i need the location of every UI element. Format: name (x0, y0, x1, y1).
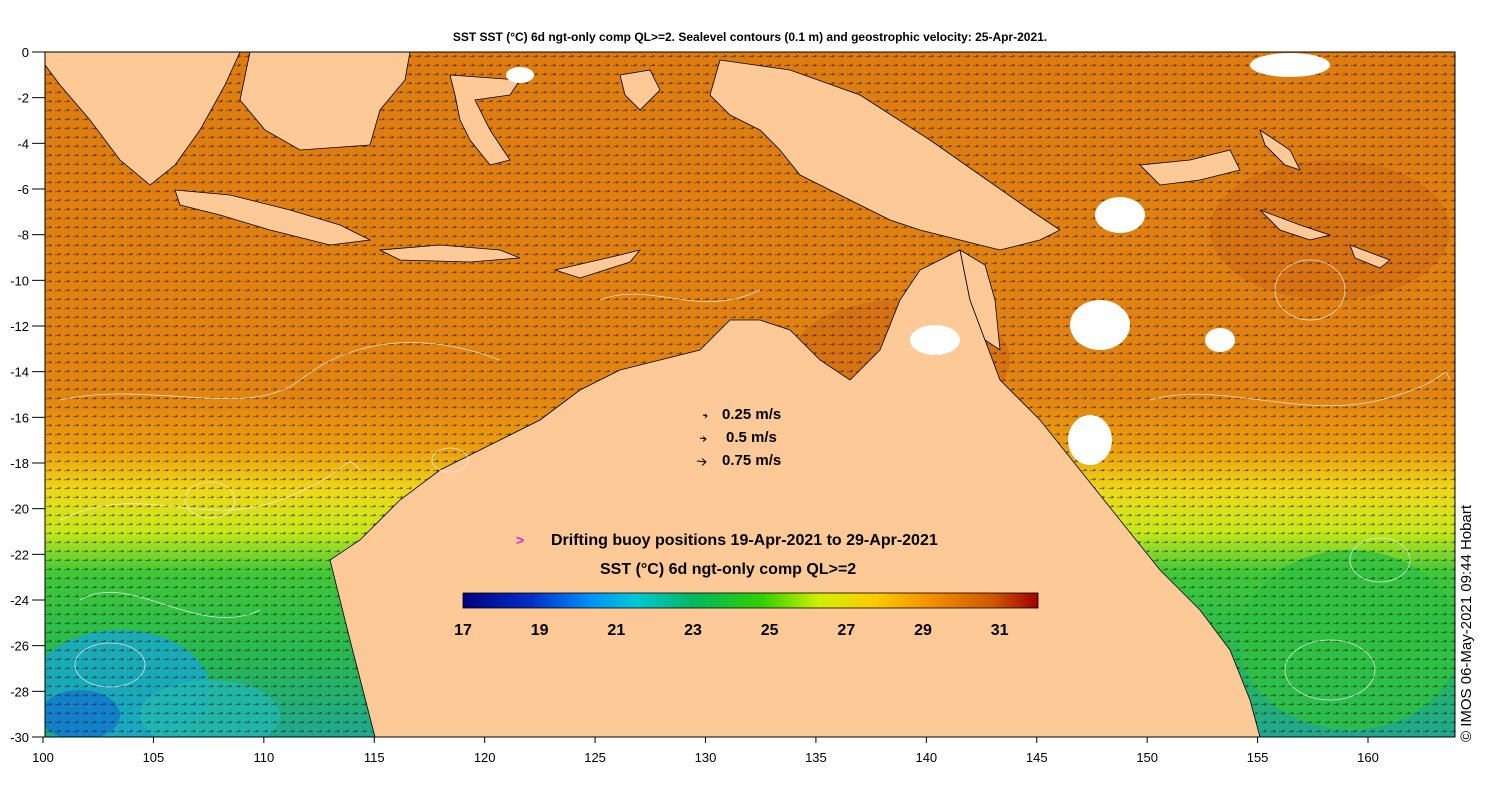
y-tick-label: 0 (22, 45, 29, 60)
y-tick-label: -20 (10, 502, 29, 517)
colorbar-tick-label: 27 (837, 622, 855, 639)
x-tick-label: 110 (253, 750, 274, 765)
flores-land (378, 244, 521, 263)
velocity-label-0-5: 0.5 m/s (726, 429, 777, 446)
x-tick-label: 150 (1136, 750, 1158, 765)
y-tick-label: -6 (17, 182, 29, 197)
new-guinea-land (709, 59, 1061, 251)
velocity-arrow-0-25 (702, 413, 708, 419)
y-tick-label: -10 (10, 273, 29, 288)
y-tick-label: -18 (10, 456, 29, 471)
sulawesi-land (449, 74, 521, 166)
halmahera-land (619, 69, 661, 111)
colorbar-tick-label: 23 (684, 622, 702, 639)
colorbar-tick-label: 25 (761, 622, 779, 639)
solomon-islands-land (1349, 244, 1391, 269)
australia-land (329, 249, 1261, 737)
colorbar-title: SST (°C) 6d ngt-only comp QL>=2 (600, 561, 857, 578)
colorbar-tick-label: 19 (531, 622, 549, 639)
y-tick-label: -26 (10, 639, 29, 654)
x-tick-label: 130 (695, 750, 717, 765)
cape-york-land (959, 249, 1001, 351)
map-plot-area (45, 52, 1455, 737)
x-tick-label: 145 (1026, 750, 1048, 765)
x-tick-label: 155 (1247, 750, 1269, 765)
x-axis: 100 105 110 115 120 125 130 135 140 145 150 155 160 (32, 737, 1379, 765)
x-tick-label: 105 (143, 750, 165, 765)
borneo-land (239, 52, 411, 151)
velocity-arrow-0-5 (699, 436, 707, 442)
colorbar-tick-label: 21 (607, 622, 625, 639)
buoy-legend-label: Drifting buoy positions 19-Apr-2021 to 2… (551, 532, 938, 549)
map-title: SST SST (°C) 6d ngt-only comp QL>=2. Sea… (452, 30, 1048, 44)
velocity-arrow-0-75 (696, 458, 707, 466)
x-tick-label: 120 (474, 750, 496, 765)
x-tick-label: 115 (364, 750, 385, 765)
y-tick-label: -22 (10, 547, 29, 562)
y-tick-label: -8 (17, 228, 29, 243)
velocity-label-0-75: 0.75 m/s (722, 452, 782, 469)
y-tick-label: -16 (10, 410, 29, 425)
cloud-gaps (506, 53, 1330, 465)
sealevel-contours (59, 259, 1451, 701)
colorbar-tick-label: 29 (914, 622, 932, 639)
y-tick-label: -12 (10, 319, 29, 334)
x-tick-label: 160 (1357, 750, 1379, 765)
colorbar-tick-label: 17 (454, 622, 472, 639)
colorbar (462, 592, 1039, 609)
solomon-islands-land (1259, 209, 1332, 241)
velocity-scale-arrows (696, 413, 708, 466)
colorbar-tick-label: 31 (991, 622, 1009, 639)
sumatra-land (45, 52, 241, 186)
plot-frame (44, 51, 1456, 738)
java-land (174, 189, 372, 246)
colorbar-ticks: 17 19 21 23 25 27 29 31 (454, 622, 1009, 639)
x-tick-label: 140 (915, 750, 937, 765)
timor-land (553, 249, 642, 279)
new-ireland-land (1259, 129, 1301, 171)
x-tick-label: 135 (805, 750, 827, 765)
y-tick-label: -24 (10, 593, 29, 608)
x-tick-label: 125 (584, 750, 606, 765)
y-tick-label: -30 (10, 730, 29, 745)
imos-credit: © IMOS 06-May-2021 09:44 Hobart (1458, 505, 1475, 742)
buoy-symbol: > (516, 532, 525, 548)
bismarck-land (1139, 149, 1241, 186)
y-tick-label: -4 (17, 136, 29, 151)
y-tick-label: -14 (10, 365, 29, 380)
y-tick-label: -28 (10, 684, 29, 699)
velocity-label-0-25: 0.25 m/s (722, 406, 782, 423)
x-tick-label: 100 (32, 750, 54, 765)
y-axis: 0 -2 -4 -6 -8 -10 -12 -14 -16 -18 -20 -22 -24 -26 -28 -… (10, 45, 45, 745)
land-masses (45, 52, 1391, 737)
y-tick-label: -2 (17, 91, 29, 106)
